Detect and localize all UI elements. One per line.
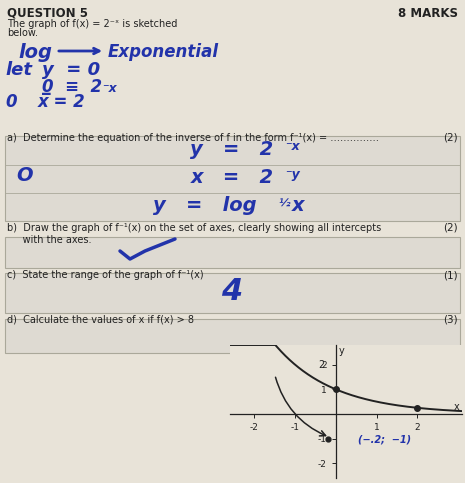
Text: x: x [292,196,305,215]
Bar [5,136,460,221]
Text: (2): (2) [443,133,458,143]
Text: a)  Determine the equation of the inverse of f in the form f⁻¹(x) = ……………: a) Determine the equation of the inverse… [7,133,379,143]
Bar [5,273,460,313]
Text: with the axes.: with the axes. [7,235,92,245]
Text: 0: 0 [5,93,17,111]
Text: y   =   2: y = 2 [190,140,273,159]
Text: let: let [5,61,32,79]
Text: ⁻y: ⁻y [285,168,300,181]
Bar [5,237,460,268]
Text: (3): (3) [443,315,458,325]
Text: y  = 0: y = 0 [42,61,100,79]
Text: (−.2;  −1): (−.2; −1) [358,435,412,445]
Text: 0  ≡  2: 0 ≡ 2 [42,78,102,96]
Text: x   =   2: x = 2 [191,168,273,187]
Bar [5,319,460,353]
Text: b)  Draw the graph of f⁻¹(x) on the set of axes, clearly showing all intercepts: b) Draw the graph of f⁻¹(x) on the set o… [7,223,381,233]
Text: (1): (1) [443,270,458,280]
Text: d)  Calculate the values of x if f(x) > 8: d) Calculate the values of x if f(x) > 8 [7,315,194,325]
Text: log: log [18,43,52,62]
Text: O: O [16,166,33,185]
Text: The graph of f(x) = 2⁻ˣ is sketched: The graph of f(x) = 2⁻ˣ is sketched [7,19,177,29]
Text: x: x [454,402,460,412]
Text: x̅ = 2: x̅ = 2 [38,93,86,111]
Text: 2: 2 [318,360,325,369]
Text: y   =   log: y = log [153,196,257,215]
Text: ⁻x: ⁻x [285,140,300,153]
Text: ⁻x: ⁻x [102,82,117,95]
Text: c)  State the range of the graph of f⁻¹(x): c) State the range of the graph of f⁻¹(x… [7,270,204,280]
Text: 4: 4 [221,277,243,306]
Text: below.: below. [7,28,38,38]
Text: (2): (2) [443,223,458,233]
Text: 8 MARKS: 8 MARKS [398,7,458,20]
Text: Exponential: Exponential [108,43,219,61]
Text: QUESTION 5: QUESTION 5 [7,7,88,20]
Text: y: y [339,346,345,356]
Text: ½: ½ [278,199,290,209]
